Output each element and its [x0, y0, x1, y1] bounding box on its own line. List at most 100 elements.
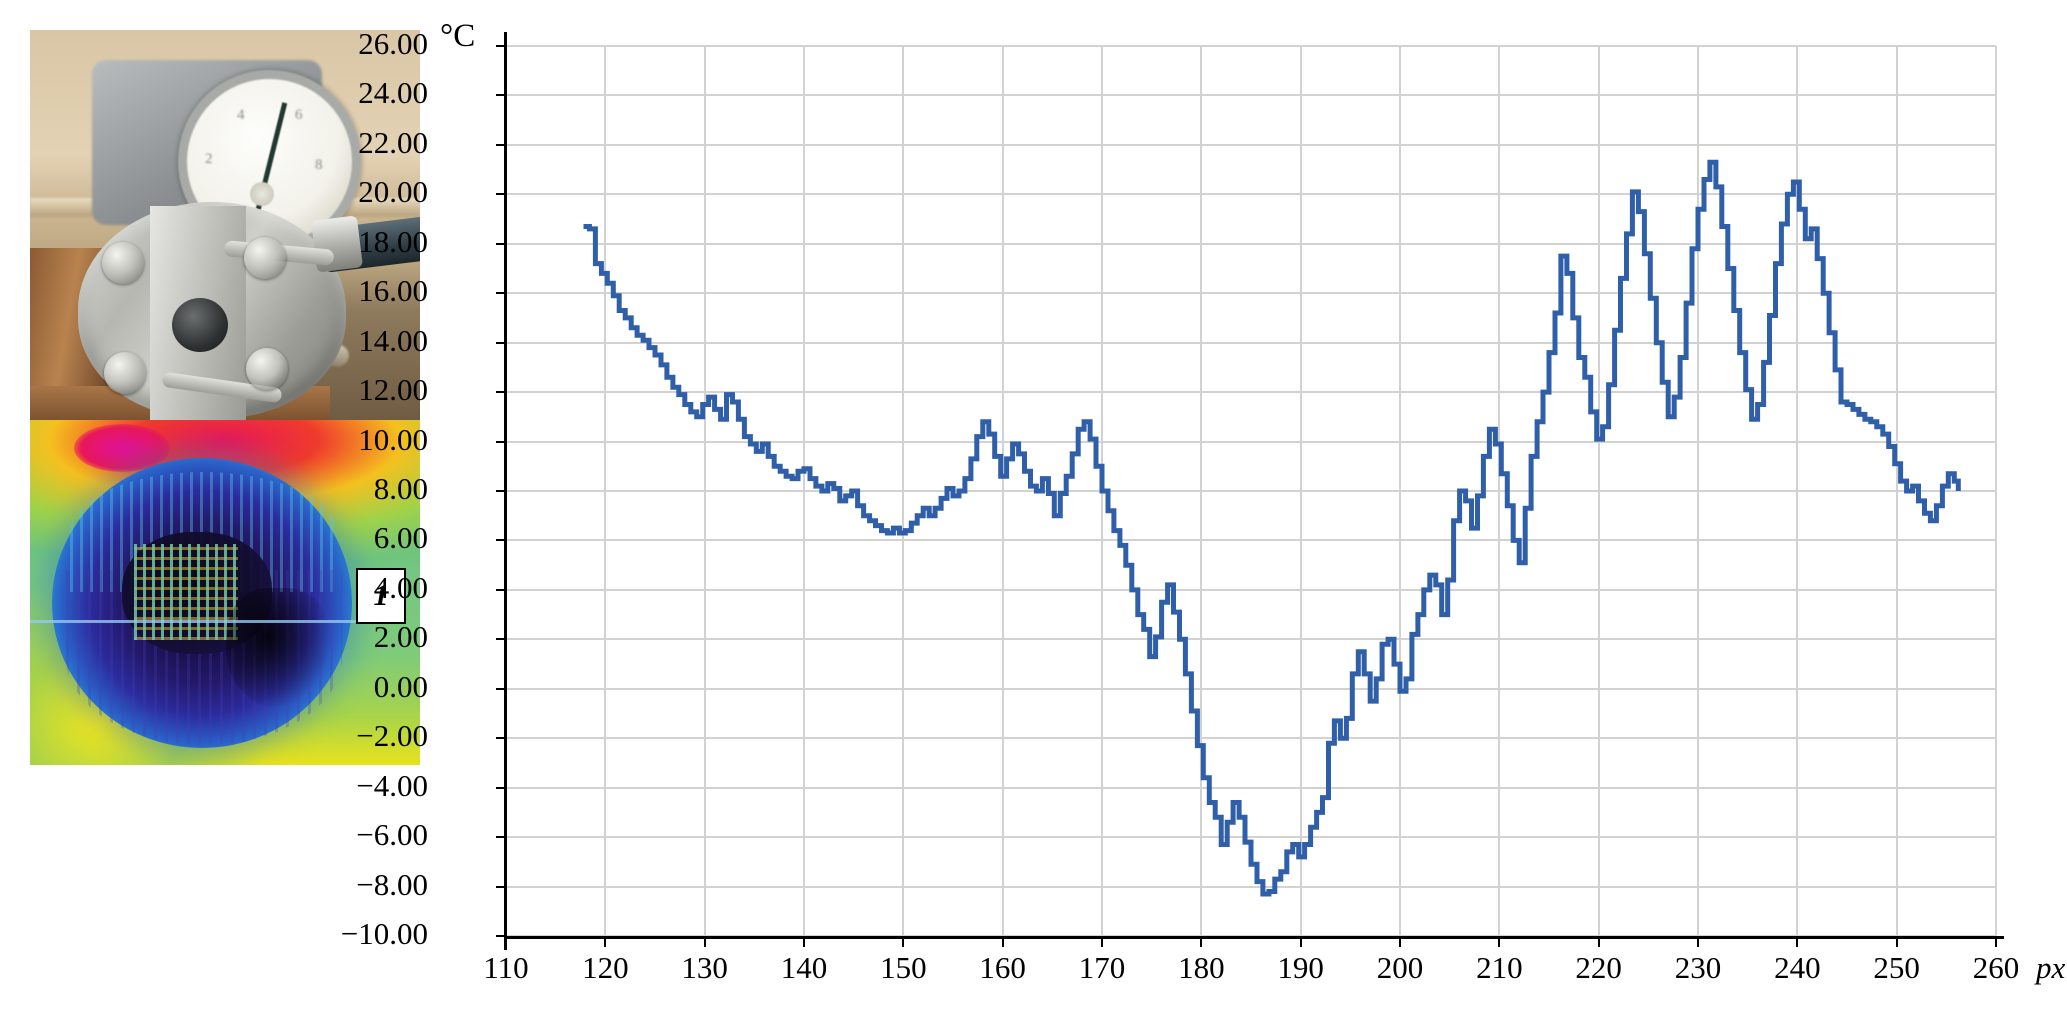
x-axis-line — [504, 936, 2004, 939]
grid-line-vertical — [1200, 46, 1203, 936]
x-tick-mark — [1498, 936, 1501, 947]
photo-test-rig: 2 4 6 8 — [30, 30, 420, 420]
flange-bolt — [102, 242, 144, 284]
grid-line-vertical — [902, 46, 905, 936]
grid-line-horizontal — [506, 292, 1996, 295]
x-tick-mark — [902, 936, 905, 947]
observation-port — [172, 298, 228, 352]
x-tick-label: 260 — [1972, 950, 2020, 985]
x-tick-label: 160 — [979, 950, 1026, 985]
y-tick-mark — [496, 45, 507, 47]
grid-line-horizontal — [506, 341, 1996, 344]
pressure-gauge-hub — [250, 182, 274, 206]
x-tick-mark — [1995, 936, 1997, 947]
x-tick-mark — [1001, 936, 1004, 947]
y-tick-mark — [496, 242, 507, 245]
grid-line-vertical — [1597, 46, 1600, 936]
grid-lines — [505, 45, 1997, 937]
x-tick-mark — [1399, 936, 1401, 947]
y-tick-mark — [496, 786, 507, 789]
x-tick-mark — [1101, 936, 1103, 947]
x-axis-unit-label: px — [2036, 950, 2066, 985]
x-tick-label: 140 — [780, 950, 828, 985]
x-tick-mark — [1299, 936, 1302, 947]
x-tick-label: 190 — [1277, 950, 1324, 985]
grid-line-horizontal — [506, 588, 1996, 591]
x-tick-label: 180 — [1178, 950, 1225, 985]
y-tick-mark — [496, 638, 507, 641]
y-tick-mark — [496, 391, 507, 394]
grid-line-horizontal — [506, 490, 1996, 492]
x-tick-mark — [1796, 936, 1799, 947]
plot-area — [505, 45, 1997, 937]
x-tick-label: 250 — [1873, 950, 1920, 985]
grid-line-vertical — [1895, 46, 1898, 936]
x-tick-mark — [604, 936, 607, 947]
y-tick-mark — [496, 440, 507, 443]
grid-line-horizontal — [506, 45, 1996, 47]
grid-line-vertical — [1796, 46, 1799, 936]
grid-line-horizontal — [506, 242, 1996, 245]
y-tick-mark — [496, 885, 507, 888]
flange-bolt — [244, 237, 286, 279]
grid-line-vertical — [803, 46, 805, 936]
x-tick-mark — [1697, 936, 1699, 947]
x-tick-mark — [1200, 936, 1203, 947]
flange-bolt — [104, 352, 146, 394]
grid-line-horizontal — [506, 94, 1996, 97]
grid-line-horizontal — [506, 193, 1996, 196]
x-tick-mark — [1895, 936, 1898, 947]
y-tick-mark — [496, 193, 507, 196]
x-tick-label: 110 — [483, 950, 529, 985]
grid-line-horizontal — [506, 786, 1996, 789]
grid-line-horizontal — [506, 391, 1996, 394]
thermogram-hot-region — [74, 424, 170, 472]
grid-line-horizontal — [506, 737, 1996, 740]
x-tick-label: 230 — [1674, 950, 1722, 985]
grid-line-vertical — [1399, 46, 1401, 936]
grid-line-horizontal — [506, 836, 1996, 839]
grid-line-horizontal — [506, 539, 1996, 542]
grid-line-horizontal — [506, 440, 1996, 443]
y-tick-mark — [496, 836, 507, 839]
grid-line-horizontal — [506, 885, 1996, 888]
y-tick-mark — [496, 539, 507, 542]
grid-line-vertical — [1995, 46, 1997, 936]
thermogram-image: 1 — [30, 420, 420, 765]
thermogram-shadow-region — [226, 588, 330, 708]
x-tick-label: 170 — [1078, 950, 1126, 985]
y-tick-mark — [496, 292, 507, 295]
grid-line-horizontal — [506, 143, 1996, 146]
x-tick-label: 220 — [1575, 950, 1622, 985]
y-tick-mark — [496, 143, 507, 146]
x-tick-label: 240 — [1774, 950, 1821, 985]
grid-line-horizontal — [506, 687, 1996, 690]
x-tick-label: 210 — [1476, 950, 1523, 985]
y-tick-mark — [496, 490, 507, 492]
thermogram-profile-line — [30, 620, 360, 623]
x-tick-mark — [505, 936, 507, 947]
grid-line-vertical — [1498, 46, 1501, 936]
x-tick-mark — [703, 936, 706, 947]
x-tick-mark — [1597, 936, 1600, 947]
temperature-profile-chart: °C −10.00 −8.00 −6.00 −4.00 −2.00 0.00 2.00 4.0… — [340, 18, 2066, 985]
figure-photo-column: 2 4 6 8 1 — [30, 30, 420, 765]
x-tick-label: 120 — [582, 950, 629, 985]
grid-line-horizontal — [506, 638, 1996, 641]
y-tick-mark — [496, 687, 507, 690]
data-series-line — [583, 159, 1961, 897]
x-tick-label: 150 — [880, 950, 927, 985]
y-tick-mark — [496, 341, 507, 344]
grid-line-vertical — [703, 46, 706, 936]
grid-line-vertical — [604, 46, 607, 936]
y-axis-unit-label: °C — [440, 18, 476, 54]
y-tick-mark — [496, 737, 507, 740]
panel-label-1: 1 — [356, 568, 406, 624]
x-tick-mark — [803, 936, 805, 947]
y-tick-mark — [496, 94, 507, 97]
grid-line-vertical — [1001, 46, 1004, 936]
thermogram-speckle-pattern — [134, 544, 238, 640]
x-tick-label: 200 — [1376, 950, 1424, 985]
flange-bolt — [246, 348, 288, 390]
x-tick-label: 130 — [681, 950, 728, 985]
